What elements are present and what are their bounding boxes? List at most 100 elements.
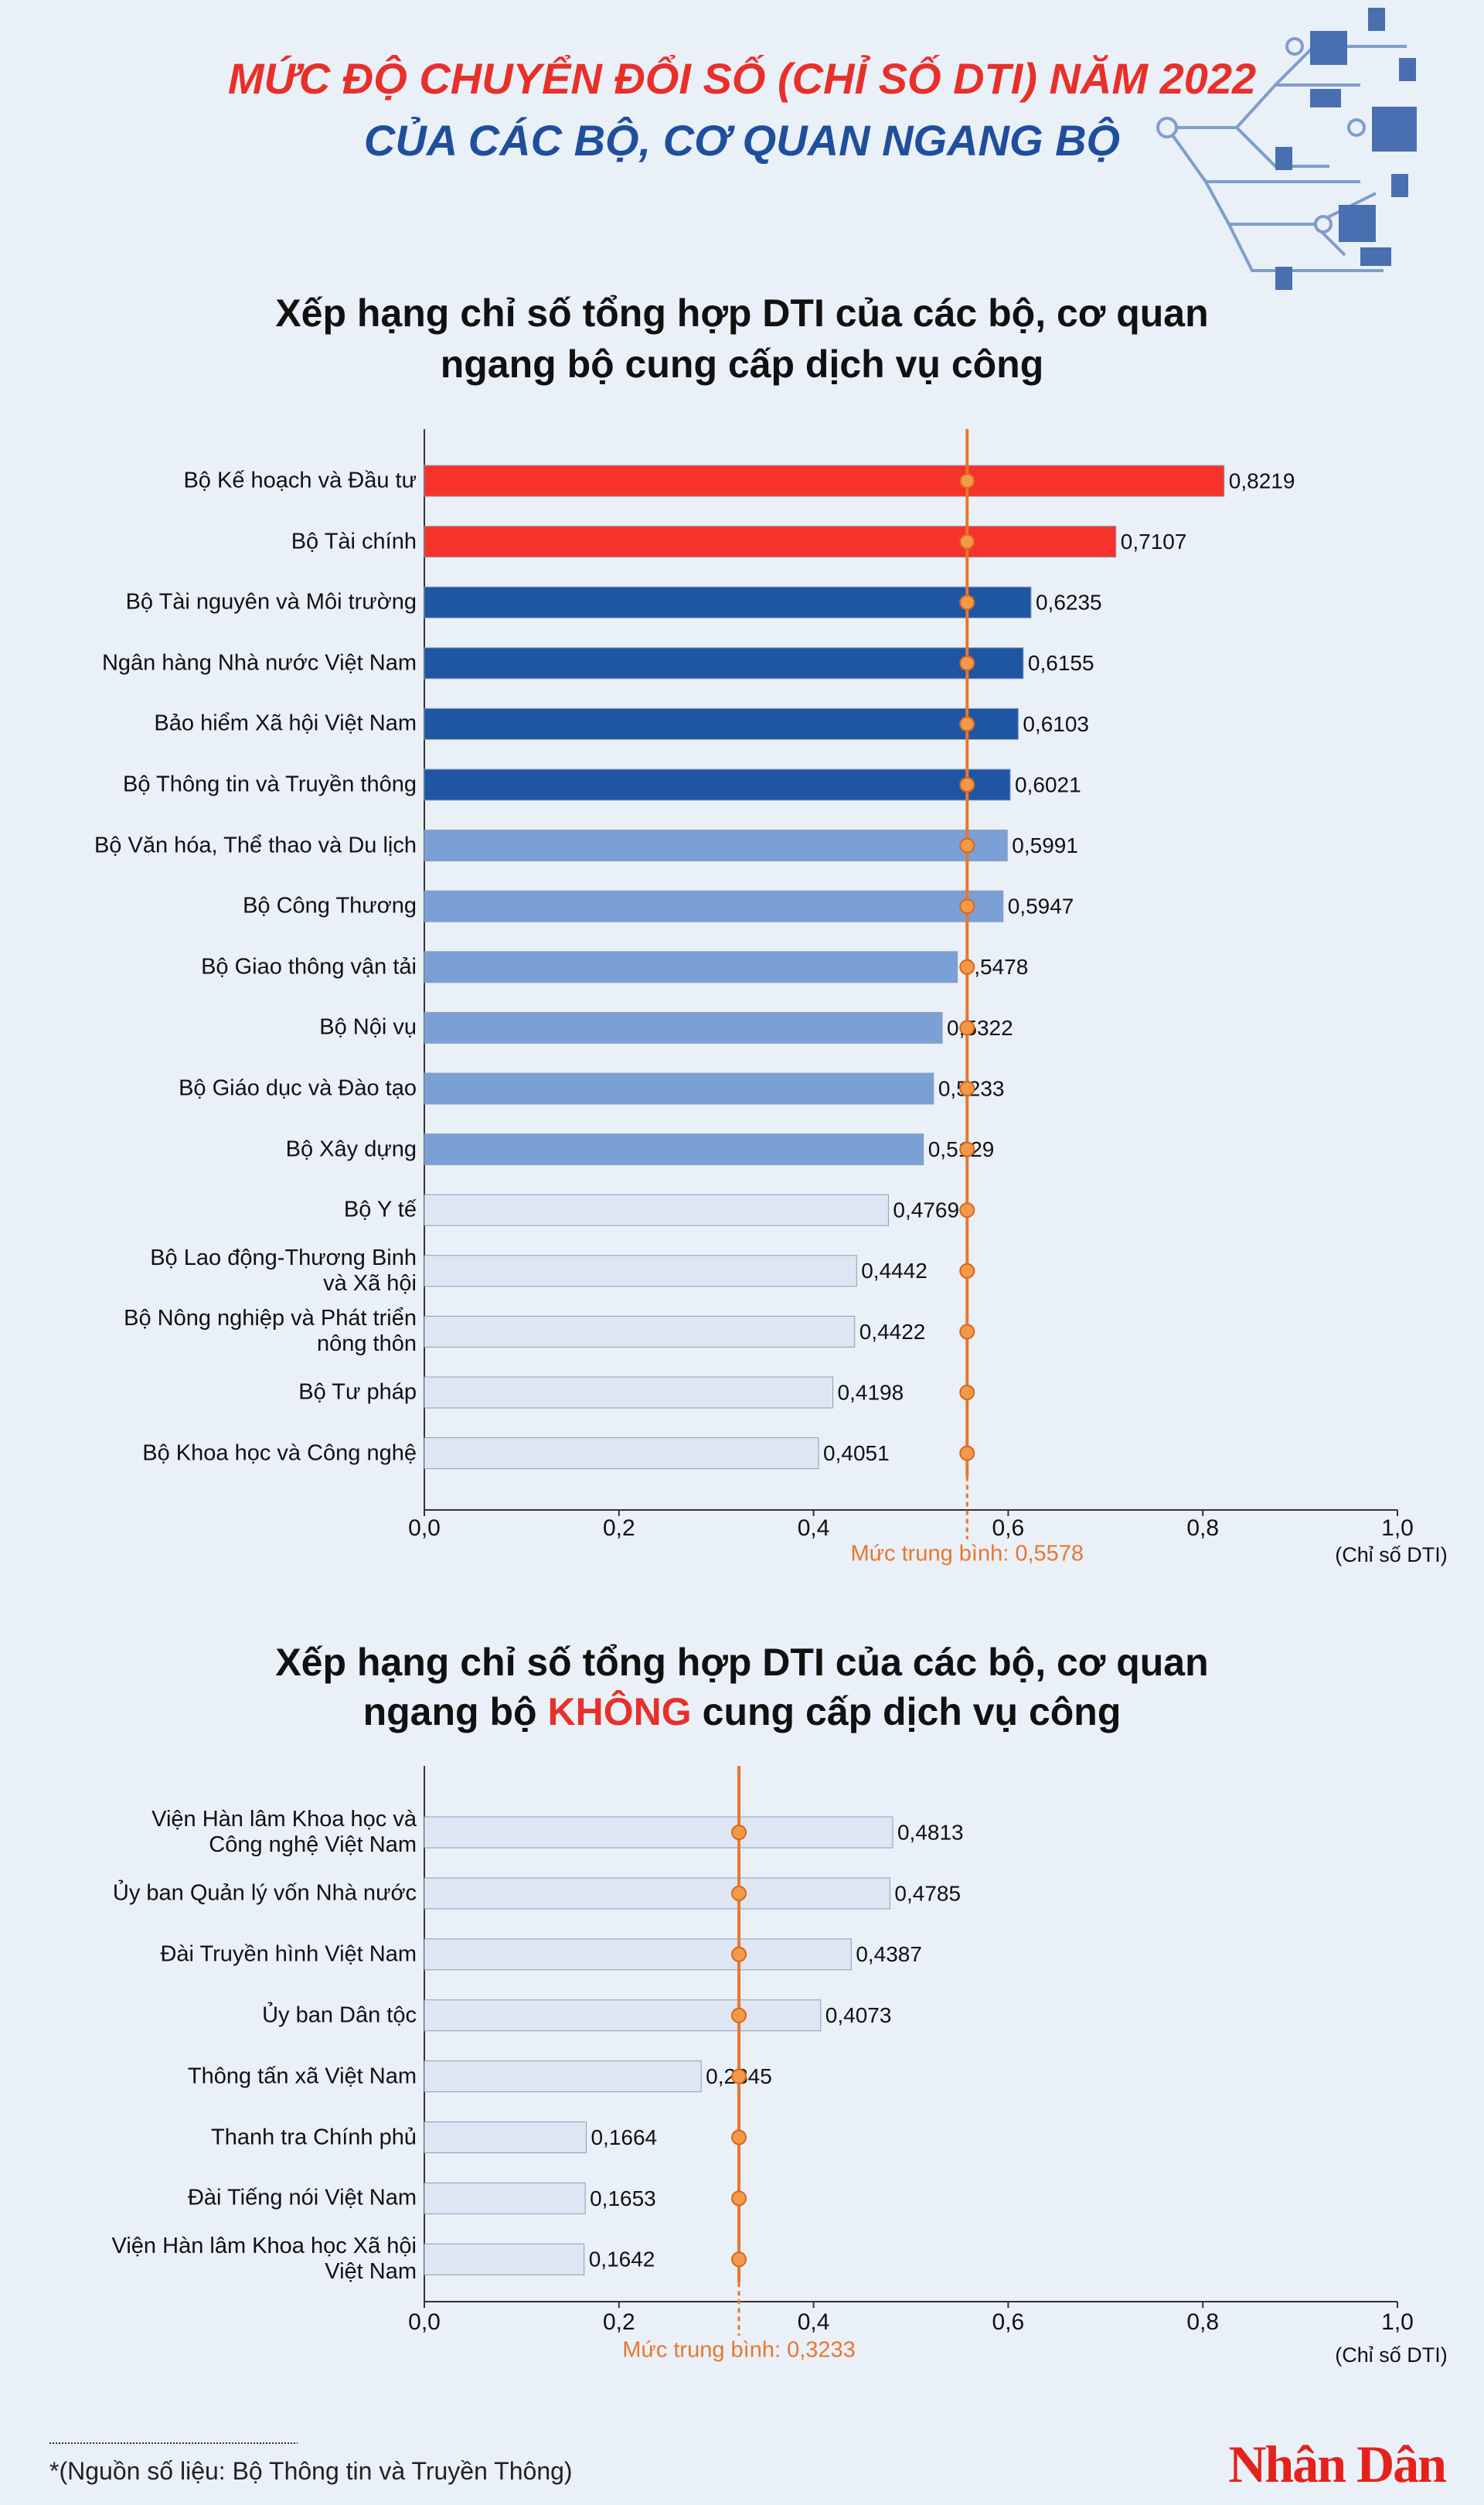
category-label: Viện Hàn lâm Khoa học và Công nghệ Việt … bbox=[151, 1807, 417, 1857]
source-note: *(Nguồn số liệu: Bộ Thông tin và Truyền … bbox=[49, 2457, 573, 2485]
bar bbox=[424, 647, 1024, 680]
value-label: 0,4813 bbox=[897, 1820, 964, 1844]
circuit-decoration bbox=[1156, 8, 1417, 290]
bar bbox=[424, 830, 1008, 862]
bar bbox=[424, 1072, 934, 1105]
value-label: 0,6155 bbox=[1028, 651, 1094, 675]
value-label: 0,4073 bbox=[825, 2003, 892, 2027]
average-dot bbox=[959, 595, 975, 611]
x-tick-label: 0,8 bbox=[1186, 2309, 1219, 2335]
value-label: 0,5947 bbox=[1008, 895, 1074, 918]
bar bbox=[424, 1011, 943, 1044]
bar bbox=[424, 1194, 889, 1226]
bar bbox=[424, 1315, 856, 1348]
value-label: 0,4769 bbox=[893, 1198, 959, 1222]
chart-title-part: KHÔNG bbox=[548, 1689, 692, 1733]
bar bbox=[424, 465, 1225, 497]
bar bbox=[424, 890, 1004, 922]
x-tick-label: 0,0 bbox=[408, 2309, 441, 2335]
category-label: Bộ Văn hóa, Thể thao và Du lịch bbox=[94, 833, 417, 858]
average-dot bbox=[959, 533, 975, 550]
bar bbox=[424, 1816, 893, 1849]
category-label: Bộ Giáo dục và Đào tạo bbox=[179, 1075, 417, 1101]
average-dot bbox=[959, 837, 975, 854]
x-tick-label: 0,6 bbox=[992, 2309, 1025, 2335]
average-dot bbox=[959, 1324, 975, 1340]
header-subtitle: CỦA CÁC BỘ, CƠ QUAN NGANG BỘ bbox=[364, 116, 1120, 165]
bar bbox=[424, 1255, 857, 1287]
average-dot bbox=[959, 473, 975, 489]
value-label: 0,4442 bbox=[861, 1259, 928, 1283]
category-label: Bộ Nông nghiệp và Phát triển nông thôn bbox=[124, 1306, 417, 1357]
average-dot bbox=[959, 1385, 975, 1400]
value-label: 0,5991 bbox=[1012, 833, 1078, 857]
category-label: Bộ Xây dựng bbox=[285, 1137, 417, 1162]
category-label: Ủy ban Dân tộc bbox=[262, 2002, 417, 2028]
average-label: Mức trung bình: 0,3233 bbox=[622, 2338, 856, 2363]
average-dot bbox=[959, 1202, 975, 1218]
category-label: Bộ Tư pháp bbox=[298, 1379, 417, 1405]
category-label: Bộ Công Thương bbox=[243, 893, 417, 918]
category-label: Bộ Tài chính bbox=[291, 529, 417, 554]
bar bbox=[424, 2243, 585, 2275]
x-tick-label: 0,0 bbox=[408, 1515, 441, 1541]
category-label: Bộ Lao động-Thương Binh và Xã hội bbox=[150, 1245, 417, 1296]
category-label: Bộ Kế hoạch và Đầu tư bbox=[183, 468, 417, 493]
value-label: 0,5322 bbox=[947, 1016, 1013, 1040]
value-label: 0,6235 bbox=[1036, 591, 1102, 615]
average-dot bbox=[959, 716, 975, 732]
bar bbox=[424, 769, 1011, 801]
value-label: 0,4051 bbox=[823, 1441, 890, 1465]
value-label: 0,4198 bbox=[838, 1380, 904, 1404]
header-title: MỨC ĐỘ CHUYỂN ĐỔI SỐ (CHỈ SỐ DTI) NĂM 20… bbox=[228, 54, 1256, 103]
x-tick-label: 1,0 bbox=[1381, 2309, 1414, 2335]
bar bbox=[424, 951, 958, 983]
category-label: Viện Hàn lâm Khoa học Xã hội Việt Nam bbox=[111, 2234, 417, 2285]
average-dot bbox=[731, 2007, 747, 2023]
chart-title: ngang bộ KHÔNG cung cấp dịch vụ công bbox=[363, 1689, 1122, 1733]
average-dot bbox=[959, 1141, 975, 1157]
bar bbox=[424, 1133, 924, 1166]
average-dot bbox=[731, 2190, 747, 2207]
chart-title: ngang bộ cung cấp dịch vụ công bbox=[441, 343, 1044, 386]
average-dot bbox=[959, 655, 975, 671]
category-label: Bộ Nội vụ bbox=[319, 1014, 417, 1040]
bar bbox=[424, 526, 1117, 558]
value-label: 0,6103 bbox=[1023, 712, 1089, 736]
bar bbox=[424, 2060, 702, 2093]
bar bbox=[424, 2182, 586, 2214]
bar bbox=[424, 707, 1019, 740]
bar bbox=[424, 1437, 819, 1470]
bar bbox=[424, 1999, 822, 2032]
average-dot bbox=[731, 1946, 747, 1962]
category-label: Bộ Khoa học và Công nghệ bbox=[142, 1440, 417, 1466]
x-tick-label: 0,2 bbox=[603, 2309, 635, 2335]
category-label: Bảo hiểm Xã hội Việt Nam bbox=[154, 711, 417, 736]
x-tick-label: 0,6 bbox=[992, 1515, 1025, 1541]
value-label: 0,4422 bbox=[859, 1320, 926, 1344]
average-dot bbox=[959, 1081, 975, 1096]
category-label: Ngân hàng Nhà nước Việt Nam bbox=[101, 650, 417, 676]
average-dot bbox=[731, 2129, 747, 2145]
category-label: Bộ Thông tin và Truyền thông bbox=[123, 772, 417, 797]
value-label: 0,6021 bbox=[1015, 772, 1081, 796]
x-axis-label: (Chỉ số DTI) bbox=[1335, 1543, 1448, 1566]
x-tick-label: 0,8 bbox=[1186, 1515, 1219, 1541]
category-label: Đài Tiếng nói Việt Nam bbox=[187, 2185, 417, 2210]
average-dot bbox=[959, 898, 975, 915]
value-label: 0,1653 bbox=[590, 2186, 656, 2210]
chart-title: Xếp hạng chỉ số tổng hợp DTI của các bộ,… bbox=[275, 291, 1208, 335]
bar bbox=[424, 586, 1032, 619]
average-dot bbox=[959, 1263, 975, 1279]
category-label: Bộ Y tế bbox=[343, 1197, 417, 1222]
category-label: Bộ Giao thông vận tải bbox=[201, 954, 417, 980]
bar bbox=[424, 1376, 834, 1409]
chart-title-part: ngang bộ bbox=[363, 1690, 537, 1733]
category-label: Thông tấn xã Việt Nam bbox=[187, 2064, 417, 2089]
bar bbox=[424, 1938, 852, 1971]
average-label: Mức trung bình: 0,5578 bbox=[850, 1542, 1084, 1566]
category-label: Thanh tra Chính phủ bbox=[210, 2125, 417, 2149]
value-label: 0,1664 bbox=[591, 2125, 657, 2149]
